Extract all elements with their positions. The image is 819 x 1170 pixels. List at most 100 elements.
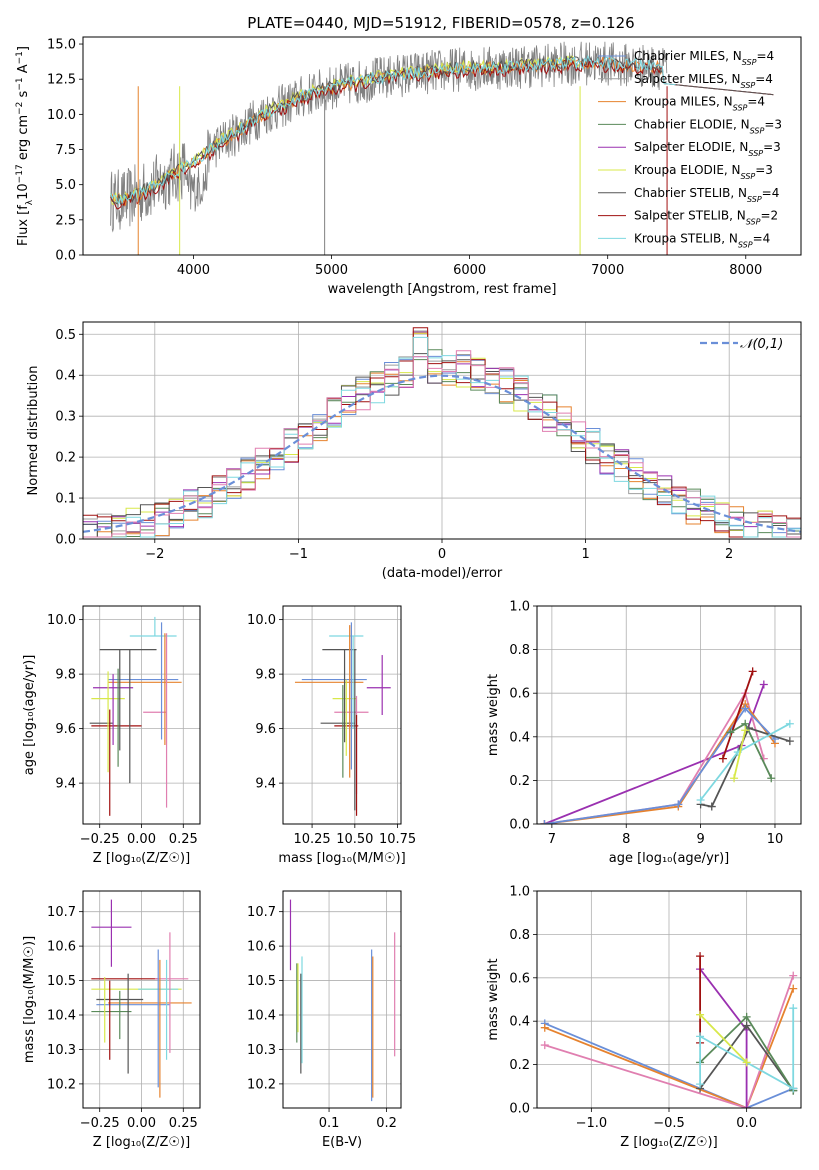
x-tick-label: 0.1	[319, 1116, 340, 1131]
histogram-series	[83, 350, 801, 539]
x-tick-label: 0.2	[376, 1116, 397, 1131]
x-tick-label: −1.0	[576, 1116, 608, 1131]
y-tick-label: 10.0	[47, 108, 76, 123]
legend-entry: Kroupa ELODIE, NSSP=3	[634, 163, 773, 181]
weight-series	[699, 1014, 748, 1064]
panel-residuals: −2 −1 0 1 2 0.0 0.1 0.2 0.3 0.4 0.5 (data-model)/er…	[26, 321, 802, 581]
errorbars	[91, 899, 192, 1098]
axes-frame	[82, 321, 802, 540]
axes-frame	[536, 605, 802, 825]
y-label-part: λ	[25, 199, 35, 205]
y-tick-label: 10.0	[247, 613, 276, 628]
legend-tail: =3	[764, 117, 782, 131]
x-axis-label: Z [log₁₀(Z/Z☉)]	[620, 1135, 717, 1150]
x-tick-label: −0.25	[80, 832, 120, 847]
x-axis-label: E(B-V)	[322, 1135, 362, 1150]
legend-entry: Chabrier ELODIE, NSSP=3	[634, 117, 782, 135]
x-tick-label: 9	[696, 832, 704, 847]
axes-frame	[82, 36, 802, 256]
legend-sub: SSP	[741, 80, 756, 89]
errorbars	[294, 622, 391, 816]
normal-curve	[83, 374, 801, 533]
y-tick-label: 0.3	[55, 410, 76, 425]
weight-marker	[742, 1021, 751, 1030]
x-tick-label: −2	[145, 547, 164, 562]
weight-series	[544, 684, 765, 824]
spectrum-lines	[110, 41, 774, 255]
y-tick-label: 9.4	[255, 777, 276, 792]
weight-marker	[789, 1084, 798, 1093]
x-tick-label: −1	[289, 547, 308, 562]
weight-marker	[742, 1012, 751, 1021]
x-axis-label: (data-model)/error	[382, 566, 503, 581]
y-axis-label: mass weight	[486, 674, 501, 756]
weight-marker	[767, 774, 776, 783]
x-tick-label: −0.5	[653, 1116, 685, 1131]
weight-marker	[696, 1010, 705, 1019]
legend-tail: =4	[756, 49, 774, 63]
panel-mass_vs_z: −0.25 0.00 0.25 10.2 10.3 10.4 10.5 10.6 10.7 Z […	[22, 890, 201, 1150]
x-axis-label: age [log₁₀(age/yr)]	[609, 851, 730, 866]
y-tick-label: 1.0	[509, 885, 530, 900]
legend-tail: =3	[763, 140, 781, 154]
y-label-part: Flux [f	[16, 205, 31, 246]
y-tick-label: 0.1	[55, 492, 76, 507]
x-tick-label: −0.25	[80, 1116, 120, 1131]
y-tick-label: 0.8	[509, 928, 530, 943]
panel-mass_weight_vs_age: 7 8 9 10 0.0 0.2 0.4 0.6 0.8 1.0 age [log₁₀(age/yr…	[486, 600, 802, 866]
axes-frame	[536, 890, 802, 1109]
y-tick-label: 10.5	[47, 974, 76, 989]
weight-series	[544, 1022, 794, 1108]
axes-frame	[282, 605, 402, 825]
weight-marker	[785, 737, 794, 746]
x-axis-label: wavelength [Angstrom, rest frame]	[328, 282, 557, 297]
legend-name: Chabrier ELODIE, N	[634, 117, 750, 131]
histogram-series	[83, 336, 801, 539]
axes-frame	[282, 890, 402, 1109]
weight-marker	[742, 1058, 751, 1067]
y-tick-label: 0.4	[509, 730, 530, 745]
y-tick-label: 10.2	[47, 1077, 76, 1092]
legend-entry: Chabrier MILES, NSSP=4	[634, 49, 774, 67]
y-tick-label: 10.3	[47, 1043, 76, 1058]
observed-spectrum	[110, 41, 668, 233]
x-axis-label: Z [log₁₀(Z/Z☉)]	[93, 851, 190, 866]
y-tick-label: 7.5	[55, 143, 76, 158]
y-tick-label: 10.2	[247, 1077, 276, 1092]
weight-marker	[707, 802, 716, 811]
weight-marker	[785, 719, 794, 728]
panel-spectrum: 4000 5000 6000 7000 8000 0.0 2.5 5.0 7.5 10.0 12.5…	[15, 36, 802, 297]
y-tick-label: 10.6	[47, 940, 76, 955]
weight-marker	[741, 726, 750, 735]
legend-sub: SSP	[750, 126, 765, 135]
y-tick-label: 10.6	[247, 940, 276, 955]
legend-sub: SSP	[741, 172, 756, 181]
weight-marker	[748, 667, 757, 676]
legend-entry: Kroupa MILES, NSSP=4	[634, 95, 765, 113]
legend-sub: SSP	[738, 240, 753, 249]
x-tick-label: 10.25	[293, 832, 330, 847]
x-tick-label: 2	[725, 547, 733, 562]
y-tick-label: 10.4	[247, 1009, 276, 1024]
weight-marker	[540, 1023, 549, 1032]
y-tick-label: 0.2	[509, 1058, 530, 1073]
legend-sub: SSP	[748, 149, 763, 158]
x-tick-label: 8000	[729, 263, 762, 278]
y-label-part: −17	[15, 164, 25, 183]
legend-name: Salpeter MILES, N	[634, 72, 741, 86]
weight-marker	[789, 984, 798, 993]
weight-series	[544, 702, 776, 824]
x-axis-label: Z [log₁₀(Z/Z☉)]	[93, 1135, 190, 1150]
panel-age_vs_z: −0.25 0.00 0.25 9.4 9.6 9.8 10.0 Z [log₁₀(Z/Z☉)…	[22, 605, 201, 866]
legend-name: Chabrier MILES, N	[634, 49, 742, 63]
weight-series	[544, 975, 795, 1108]
y-tick-label: 15.0	[47, 38, 76, 53]
x-tick-label: 0.00	[127, 832, 156, 847]
weight-marker	[696, 1080, 705, 1089]
y-tick-label: 0.0	[509, 818, 530, 833]
model-spectrum	[110, 54, 676, 205]
legend-tail: =4	[755, 72, 773, 86]
legend-name: Kroupa MILES, N	[634, 95, 733, 109]
x-tick-label: 6000	[453, 263, 486, 278]
